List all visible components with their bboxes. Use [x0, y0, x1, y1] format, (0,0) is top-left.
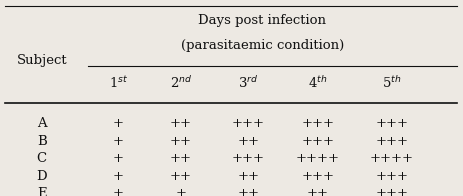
Text: +++: +++ [231, 117, 264, 130]
Text: +: + [113, 170, 124, 183]
Text: +: + [175, 187, 186, 196]
Text: ++: ++ [237, 187, 259, 196]
Text: Subject: Subject [16, 54, 67, 67]
Text: ++: ++ [169, 152, 192, 165]
Text: +++: +++ [375, 187, 408, 196]
Text: ++: ++ [169, 117, 192, 130]
Text: +++: +++ [231, 152, 264, 165]
Text: +: + [113, 117, 124, 130]
Text: ++++: ++++ [369, 152, 413, 165]
Text: +++: +++ [375, 117, 408, 130]
Text: 4$^{th}$: 4$^{th}$ [307, 75, 327, 91]
Text: +++: +++ [300, 170, 334, 183]
Text: ++: ++ [237, 135, 259, 148]
Text: +++: +++ [375, 170, 408, 183]
Text: 5$^{th}$: 5$^{th}$ [382, 75, 401, 91]
Text: Days post infection: Days post infection [198, 14, 325, 27]
Text: C: C [37, 152, 47, 165]
Text: ++: ++ [306, 187, 328, 196]
Text: B: B [37, 135, 47, 148]
Text: ++: ++ [237, 170, 259, 183]
Text: ++++: ++++ [295, 152, 339, 165]
Text: (parasitaemic condition): (parasitaemic condition) [180, 39, 343, 52]
Text: D: D [37, 170, 47, 183]
Text: +++: +++ [300, 135, 334, 148]
Text: ++: ++ [169, 170, 192, 183]
Text: E: E [37, 187, 46, 196]
Text: 3$^{rd}$: 3$^{rd}$ [238, 75, 258, 91]
Text: 1$^{st}$: 1$^{st}$ [108, 75, 128, 91]
Text: +++: +++ [300, 117, 334, 130]
Text: ++: ++ [169, 135, 192, 148]
Text: +: + [113, 152, 124, 165]
Text: +: + [113, 187, 124, 196]
Text: +++: +++ [375, 135, 408, 148]
Text: 2$^{nd}$: 2$^{nd}$ [169, 75, 192, 91]
Text: +: + [113, 135, 124, 148]
Text: A: A [37, 117, 46, 130]
